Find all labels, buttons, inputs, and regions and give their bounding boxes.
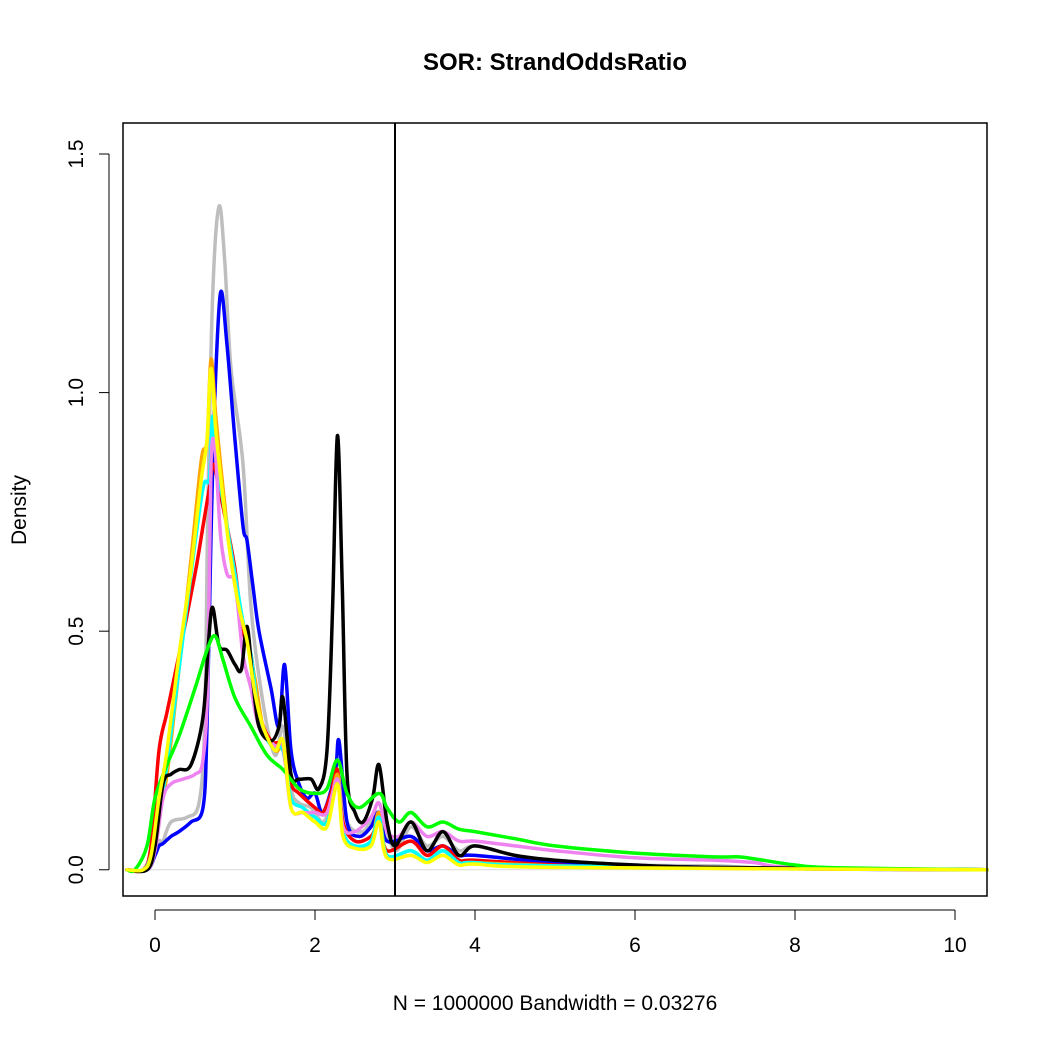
density-series-9: [125, 366, 989, 873]
x-tick-label: 2: [309, 934, 321, 957]
x-tick-label: 4: [469, 934, 481, 957]
density-series-6: [125, 436, 989, 873]
plot-frame: [122, 122, 988, 897]
density-series-1: [125, 203, 989, 873]
y-tick-label: 0.0: [65, 855, 88, 884]
x-axis-label: N = 1000000 Bandwidth = 0.03276: [393, 992, 718, 1015]
density-series-2: [125, 289, 989, 873]
x-tick-label: 8: [789, 934, 801, 957]
density-series-8: [125, 633, 989, 874]
y-axis-label: Density: [8, 474, 31, 545]
x-tick-label: 0: [149, 934, 161, 957]
plot-area: [123, 123, 989, 896]
y-tick-label: 1.5: [65, 139, 88, 168]
x-tick-label: 6: [629, 934, 641, 957]
chart-title: SOR: StrandOddsRatio: [423, 49, 687, 76]
density-series-3: [125, 462, 989, 874]
y-tick-label: 1.0: [65, 378, 88, 407]
x-tick-label: 10: [943, 934, 966, 957]
y-tick-label: 0.5: [65, 617, 88, 646]
axes: 0 2 4 6 8 10 0.0 0.5 1.0 1.5: [65, 122, 988, 957]
